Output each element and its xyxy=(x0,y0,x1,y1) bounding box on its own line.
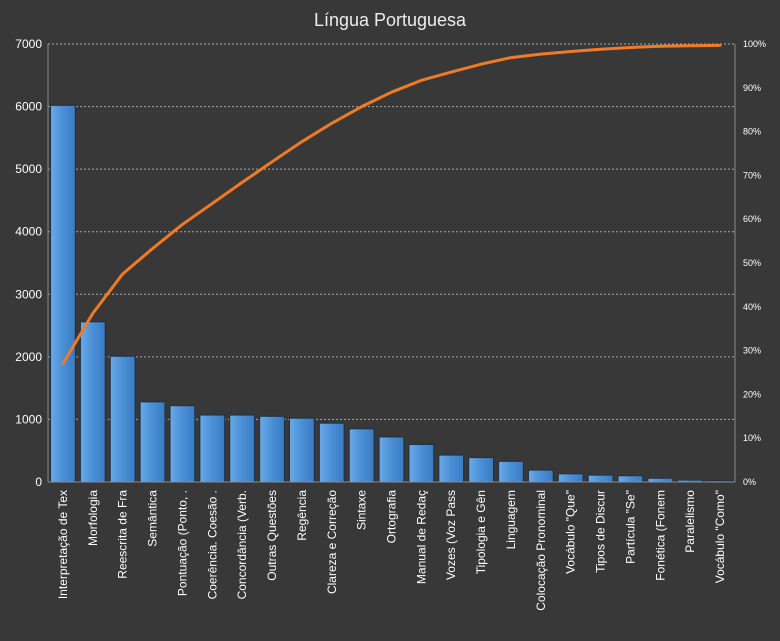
bar xyxy=(617,475,644,483)
bar xyxy=(50,104,76,483)
x-tick-label: Reescrita de Fra xyxy=(116,490,130,579)
bar xyxy=(587,474,614,483)
bar xyxy=(79,321,106,483)
chart-title: Língua Portuguesa xyxy=(314,10,467,30)
y2-tick-label: 80% xyxy=(743,127,761,137)
line-point xyxy=(121,272,124,276)
x-tick-label: Fonética (Fonem xyxy=(653,490,667,581)
x-tick-label: Morfologia xyxy=(86,490,100,546)
bar xyxy=(527,469,554,483)
line-point xyxy=(718,44,722,47)
line-point xyxy=(539,52,543,56)
line-point xyxy=(450,70,453,74)
bar xyxy=(259,415,285,483)
x-tick-label: Tipos de Discur xyxy=(594,490,608,573)
x-tick-label: Concordância (Verb. xyxy=(235,490,249,599)
bar xyxy=(199,414,226,483)
x-tick-label: Clareza e Correção xyxy=(325,490,339,594)
y-tick-label: 5000 xyxy=(15,162,42,176)
line-point xyxy=(270,160,274,164)
y2-tick-label: 40% xyxy=(743,302,761,312)
x-tick-label: Linguagem xyxy=(504,490,518,549)
x-tick-label: Manual de Redaç xyxy=(414,490,428,584)
line-point xyxy=(569,50,572,53)
y2-tick-label: 90% xyxy=(743,83,761,93)
x-tick-label: Sintaxe xyxy=(355,490,369,530)
line-point xyxy=(300,140,304,143)
y2-tick-label: 10% xyxy=(743,433,761,443)
bar xyxy=(498,460,524,483)
bar xyxy=(169,405,196,483)
line-point xyxy=(211,202,214,205)
y-tick-label: 3000 xyxy=(15,287,42,301)
y2-tick-label: 0% xyxy=(743,477,756,487)
x-tick-label: Interpretação de Tex xyxy=(56,490,70,599)
bar xyxy=(438,454,465,483)
bar xyxy=(647,477,674,483)
gridlines xyxy=(48,43,735,420)
bar xyxy=(408,443,435,483)
line-point xyxy=(688,44,692,47)
bar xyxy=(139,401,166,483)
x-tick-label: Regência xyxy=(295,490,309,541)
bar xyxy=(318,422,345,483)
x-axis: Interpretação de Tex Morfologia Reescrita … xyxy=(48,481,735,611)
x-tick-label: Vozes (Voz Pass xyxy=(444,490,458,580)
x-tick-label: Pontuação (Ponto, . xyxy=(175,490,189,596)
y-tick-label: 4000 xyxy=(15,225,42,239)
bar xyxy=(109,355,136,483)
y-tick-label: 7000 xyxy=(15,37,42,51)
x-tick-label: Colocação Pronominal xyxy=(534,490,548,611)
y2-tick-label: 100% xyxy=(743,39,766,49)
y-tick-label: 6000 xyxy=(15,100,42,114)
x-tick-label: Tipologia e Gên xyxy=(474,490,488,574)
line-point xyxy=(390,90,393,94)
line-point xyxy=(240,181,244,184)
line-point xyxy=(151,247,154,250)
line-point xyxy=(629,46,632,49)
bar xyxy=(229,414,256,483)
line-point xyxy=(330,122,333,125)
y2-tick-label: 50% xyxy=(743,258,761,268)
x-tick-label: Partícula "Se" xyxy=(623,490,637,564)
bar xyxy=(557,473,584,483)
bar-series xyxy=(50,104,733,483)
bar xyxy=(288,417,315,483)
y-tick-label: 2000 xyxy=(15,350,42,364)
cumulative-line-series xyxy=(61,43,722,366)
y2-tick-label: 20% xyxy=(743,389,761,399)
x-tick-label: Ortografia xyxy=(385,490,399,544)
line-point xyxy=(91,312,95,315)
line-point xyxy=(599,48,602,51)
x-tick-label: Semântica xyxy=(146,490,160,547)
x-tick-label: Coerência. Coesão . xyxy=(205,490,219,599)
y2-tick-label: 30% xyxy=(743,346,761,356)
x-tick-label: Paralelismo xyxy=(683,490,697,553)
y2-tick-label: 70% xyxy=(743,170,761,180)
line-point xyxy=(509,56,513,59)
y-tick-label: 1000 xyxy=(15,412,42,426)
x-tick-label: Outras Questões xyxy=(265,490,279,581)
line-point xyxy=(420,79,423,82)
y2-tick-label: 60% xyxy=(743,214,761,224)
x-tick-label: Vocábulo "Como" xyxy=(713,490,727,583)
y-tick-label: 0 xyxy=(35,475,42,489)
bar xyxy=(348,428,375,483)
x-tick-label: Vocábulo "Que" xyxy=(564,490,578,574)
line-point xyxy=(181,223,184,226)
y-axis-left: 0 1000 2000 3000 4000 5000 6000 7000 xyxy=(15,37,49,489)
line-point xyxy=(659,44,662,48)
line-point xyxy=(479,62,483,66)
line-point xyxy=(360,105,363,108)
bar xyxy=(378,436,405,483)
line-point xyxy=(61,362,65,365)
bar xyxy=(468,457,495,483)
y-axis-right: 0% 10% 20% 30% 40% 50% 60% 70% 80% 90% 100% xyxy=(734,39,766,487)
